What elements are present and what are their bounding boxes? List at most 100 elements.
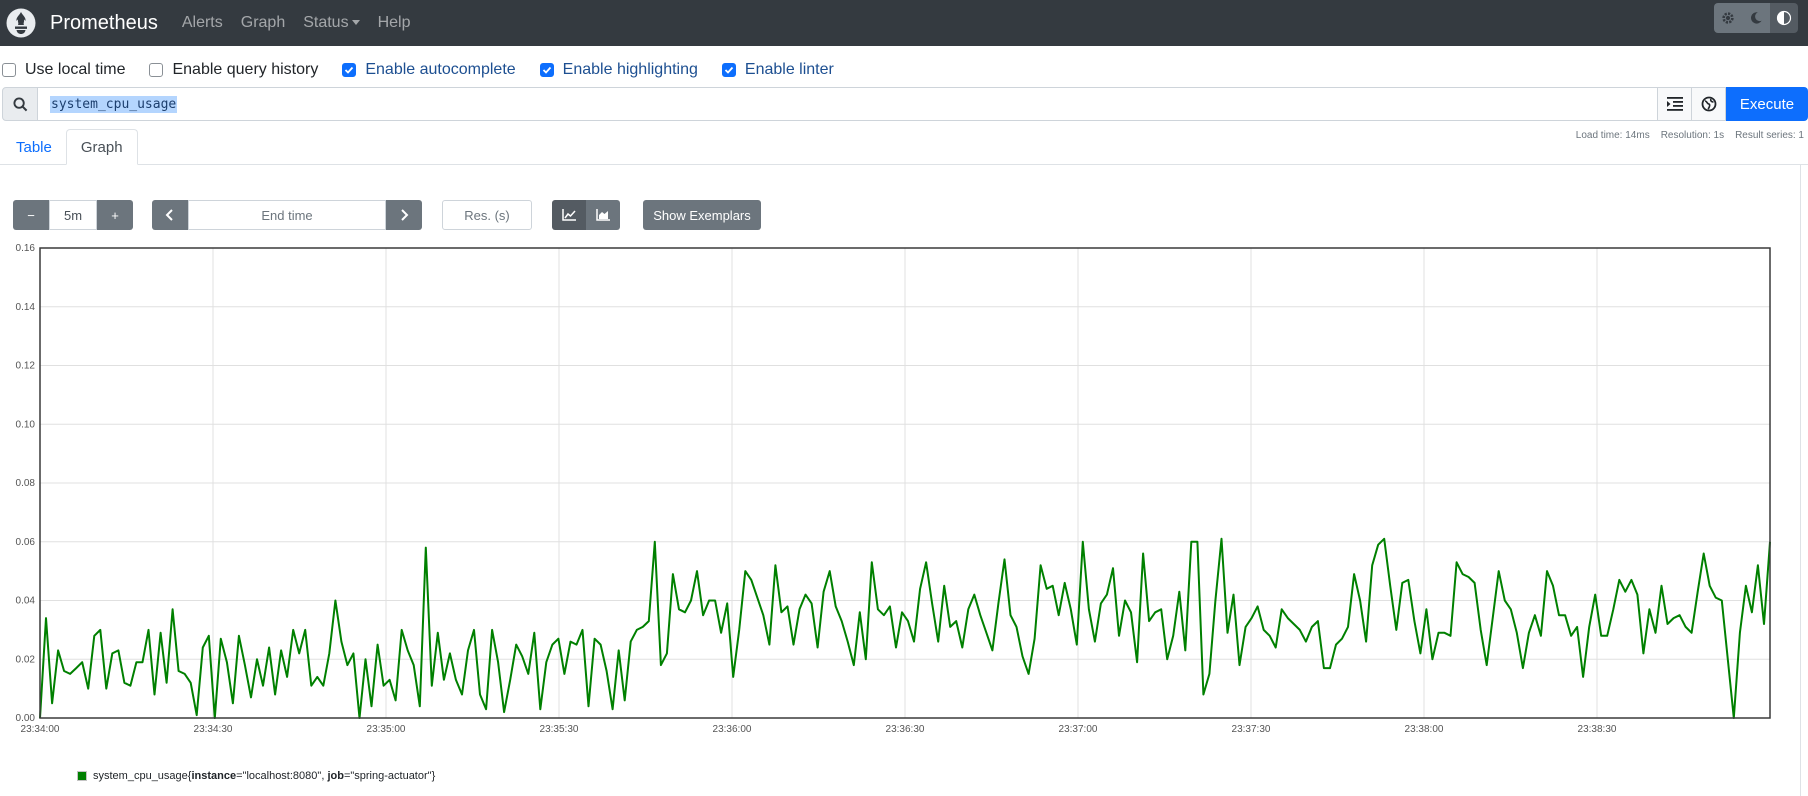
- x-tick-label: 23:35:00: [367, 724, 406, 735]
- panel-border: [1800, 164, 1801, 796]
- increase-range-button[interactable]: +: [97, 200, 133, 230]
- use-local-time-checkbox[interactable]: [2, 63, 16, 77]
- load-time: Load time: 14ms: [1575, 130, 1650, 141]
- x-tick-label: 23:34:00: [21, 724, 60, 735]
- enable-query-history-checkbox[interactable]: [149, 63, 164, 77]
- y-tick-label: 0.16: [16, 243, 36, 254]
- legend-separator: ,: [321, 770, 328, 782]
- legend-job-value: "spring-actuator": [350, 770, 432, 782]
- moon-icon: [1751, 12, 1762, 24]
- search-icon: [12, 96, 27, 111]
- contrast-icon: [1776, 10, 1792, 26]
- theme-auto-button[interactable]: [1770, 3, 1798, 33]
- theme-dark-button[interactable]: [1742, 3, 1770, 33]
- enable-highlighting-checkbox[interactable]: [539, 63, 554, 77]
- expression-text: system_cpu_usage: [50, 95, 178, 113]
- series-line: [39, 537, 1771, 719]
- chevron-right-icon: [401, 209, 409, 221]
- nav-alerts-link[interactable]: Alerts: [181, 14, 223, 31]
- enable-linter-label: Enable linter: [744, 61, 834, 78]
- y-tick-label: 0.10: [16, 419, 36, 430]
- nav-graph-link[interactable]: Graph: [240, 14, 286, 31]
- enable-query-history-option[interactable]: Enable query history: [149, 61, 318, 79]
- gear-icon: [1722, 12, 1734, 24]
- y-tick-label: 0.12: [16, 361, 36, 372]
- x-tick-label: 23:37:00: [1059, 724, 1098, 735]
- legend-instance-key: instance: [191, 770, 237, 782]
- legend-instance-value: "localhost:8080": [242, 770, 322, 782]
- metrics-explorer-button[interactable]: [1692, 87, 1726, 121]
- use-local-time-option[interactable]: Use local time: [2, 61, 125, 79]
- graph-area: 0.00 0.02 0.04 0.06 0.08 0.10 0.12 0.14 0.16 23:3…: [0, 238, 1808, 738]
- legend-metric: system_cpu_usage: [93, 770, 188, 782]
- enable-highlighting-option[interactable]: Enable highlighting: [539, 61, 698, 79]
- plot-frame: [39, 247, 1771, 719]
- enable-autocomplete-checkbox[interactable]: [342, 63, 357, 77]
- x-tick-label: 23:38:00: [1405, 724, 1444, 735]
- check-icon: [724, 66, 734, 74]
- line-chart-button[interactable]: [552, 200, 586, 230]
- theme-switcher: [1714, 3, 1798, 33]
- next-time-button[interactable]: [386, 200, 422, 230]
- nav-status-label: Status: [303, 14, 349, 31]
- resolution-input[interactable]: Res. (s): [442, 200, 532, 230]
- indent-icon: [1666, 97, 1683, 111]
- chevron-left-icon: [165, 209, 173, 221]
- format-expression-button[interactable]: [1658, 87, 1692, 121]
- legend-eq-1: =: [236, 770, 243, 782]
- use-local-time-label: Use local time: [25, 61, 126, 78]
- show-exemplars-button[interactable]: Show Exemplars: [643, 200, 761, 230]
- legend-brace-open: {: [187, 770, 192, 782]
- legend-job-key: job: [327, 770, 344, 782]
- panel-tabs: Table Graph: [2, 129, 138, 165]
- tabs-divider: [0, 164, 1808, 165]
- legend-brace-close: }: [431, 770, 436, 782]
- nav-help-link[interactable]: Help: [377, 14, 411, 31]
- top-navbar: Prometheus Alerts Graph Status Help: [0, 0, 1808, 46]
- caret-down-icon: [351, 20, 360, 26]
- range-input[interactable]: 5m: [49, 200, 97, 230]
- legend[interactable]: system_cpu_usage{instance = "localhost:808…: [77, 770, 435, 782]
- x-tick-label: 23:36:00: [713, 724, 752, 735]
- x-tick-label: 23:35:30: [540, 724, 579, 735]
- result-series: Result series: 1: [1735, 130, 1804, 141]
- expression-input[interactable]: system_cpu_usage: [38, 87, 1658, 121]
- previous-time-button[interactable]: [152, 200, 188, 230]
- enable-linter-checkbox[interactable]: [721, 63, 736, 77]
- brand-name: Prometheus: [50, 11, 158, 34]
- legend-eq-2: =: [343, 770, 351, 782]
- execute-button[interactable]: Execute: [1726, 87, 1808, 121]
- globe-icon: [1701, 96, 1716, 112]
- enable-autocomplete-option[interactable]: Enable autocomplete: [342, 61, 516, 79]
- y-tick-label: 0.06: [16, 537, 36, 548]
- search-addon: [2, 87, 38, 121]
- end-time-input[interactable]: End time: [188, 200, 386, 230]
- expression-bar: system_cpu_usage Execute: [2, 87, 1808, 121]
- query-stats: Load time: 14ms Resolution: 1s Result se…: [1565, 130, 1804, 141]
- y-tick-label: 0.08: [16, 478, 36, 489]
- x-tick-label: 23:38:30: [1578, 724, 1617, 735]
- decrease-range-button[interactable]: −: [13, 200, 49, 230]
- prometheus-logo-icon: [6, 8, 36, 38]
- tab-graph[interactable]: Graph: [65, 129, 138, 165]
- stacked-chart-button[interactable]: [586, 200, 620, 230]
- legend-swatch: [77, 771, 87, 781]
- check-icon: [345, 66, 354, 74]
- cpu-usage-chart: 0.00 0.02 0.04 0.06 0.08 0.10 0.12 0.14 0.16 23:3…: [16, 243, 1771, 735]
- line-chart-icon: [562, 209, 576, 221]
- y-tick-label: 0.04: [16, 596, 36, 607]
- enable-linter-option[interactable]: Enable linter: [721, 61, 834, 79]
- query-options: Use local time Enable query history Enab…: [2, 61, 858, 79]
- y-tick-label: 0.14: [16, 302, 36, 313]
- y-tick-label: 0.02: [16, 654, 36, 665]
- enable-highlighting-label: Enable highlighting: [562, 61, 698, 78]
- resolution: Resolution: 1s: [1660, 130, 1725, 141]
- area-chart-icon: [596, 209, 610, 221]
- check-icon: [542, 66, 551, 74]
- nav-status-dropdown[interactable]: Status: [303, 14, 360, 32]
- theme-light-button[interactable]: [1714, 3, 1742, 33]
- enable-autocomplete-label: Enable autocomplete: [365, 61, 516, 78]
- brand[interactable]: Prometheus: [6, 8, 158, 38]
- tab-table[interactable]: Table: [16, 138, 52, 156]
- x-tick-label: 23:37:30: [1232, 724, 1271, 735]
